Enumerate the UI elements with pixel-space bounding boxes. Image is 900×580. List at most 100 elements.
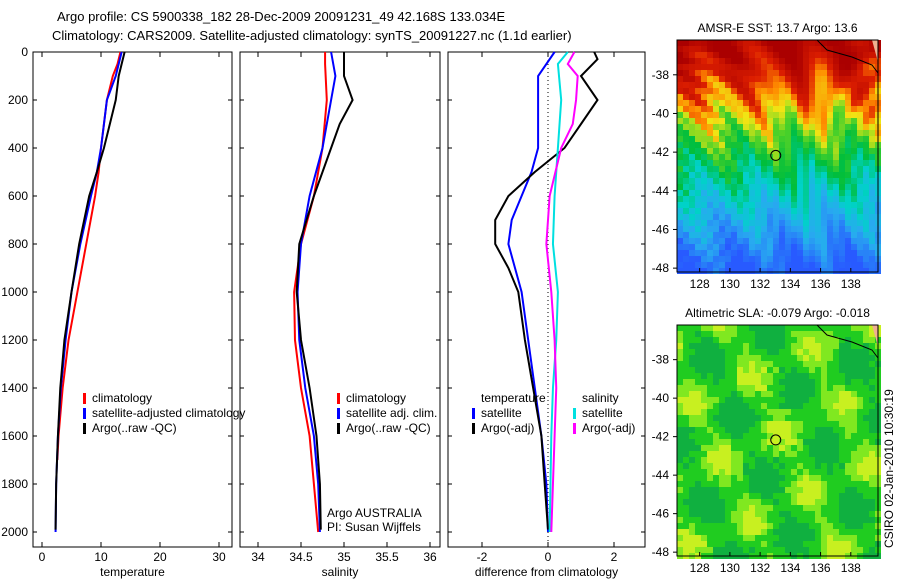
- heatmap-cell: [725, 220, 731, 226]
- heatmap-cell: [743, 190, 749, 196]
- heatmap-cell: [857, 40, 863, 46]
- heatmap-cell: [839, 202, 845, 208]
- heatmap-cell: [761, 76, 767, 82]
- heatmap-cell: [809, 445, 815, 451]
- heatmap-cell: [851, 445, 857, 451]
- heatmap-cell: [827, 172, 833, 178]
- heatmap-cell: [833, 415, 839, 421]
- heatmap-cell: [749, 469, 755, 475]
- heatmap-cell: [797, 232, 803, 238]
- heatmap-cell: [707, 118, 713, 124]
- heatmap-cell: [863, 256, 869, 262]
- heatmap-cell: [701, 439, 707, 445]
- heatmap-cell: [683, 262, 689, 268]
- heatmap-cell: [737, 40, 743, 46]
- heatmap-cell: [767, 463, 773, 469]
- heatmap-cell: [857, 112, 863, 118]
- heatmap-cell: [833, 511, 839, 517]
- heatmap-cell: [815, 487, 821, 493]
- heatmap-cell: [785, 487, 791, 493]
- heatmap-cell: [719, 118, 725, 124]
- heatmap-cell: [839, 427, 845, 433]
- heatmap-cell: [851, 238, 857, 244]
- heatmap-cell: [833, 337, 839, 343]
- heatmap-cell: [791, 118, 797, 124]
- heatmap-cell: [773, 244, 779, 250]
- heatmap-cell: [737, 331, 743, 337]
- heatmap-cell: [803, 373, 809, 379]
- heatmap-cell: [809, 178, 815, 184]
- heatmap-cell: [803, 220, 809, 226]
- heatmap-cell: [755, 481, 761, 487]
- heatmap-cell: [815, 46, 821, 52]
- heatmap-cell: [719, 112, 725, 118]
- heatmap-cell: [725, 421, 731, 427]
- heatmap-cell: [821, 373, 827, 379]
- heatmap-cell: [719, 160, 725, 166]
- heatmap-cell: [689, 160, 695, 166]
- heatmap-cell: [731, 457, 737, 463]
- heatmap-cell: [827, 178, 833, 184]
- heatmap-cell: [701, 196, 707, 202]
- heatmap-cell: [845, 493, 851, 499]
- x-tick-label: 130: [720, 561, 740, 575]
- heatmap-cell: [797, 88, 803, 94]
- heatmap-cell: [743, 88, 749, 94]
- heatmap-cell: [773, 367, 779, 373]
- heatmap-cell: [731, 268, 737, 274]
- heatmap-cell: [719, 511, 725, 517]
- heatmap-cell: [785, 499, 791, 505]
- heatmap-cell: [701, 46, 707, 52]
- heatmap-cell: [725, 547, 731, 553]
- heatmap-cell: [677, 184, 683, 190]
- heatmap-cell: [719, 142, 725, 148]
- heatmap-cell: [755, 256, 761, 262]
- heatmap-cell: [761, 166, 767, 172]
- heatmap-cell: [701, 385, 707, 391]
- heatmap-cell: [785, 541, 791, 547]
- heatmap-cell: [857, 457, 863, 463]
- heatmap-cell: [707, 493, 713, 499]
- heatmap-cell: [713, 166, 719, 172]
- heatmap-cell: [755, 262, 761, 268]
- legend-salinity-swatch: [337, 423, 340, 434]
- heatmap-cell: [779, 178, 785, 184]
- heatmap-cell: [749, 397, 755, 403]
- heatmap-cell: [701, 142, 707, 148]
- heatmap-cell: [863, 493, 869, 499]
- heatmap-cell: [821, 262, 827, 268]
- heatmap-cell: [695, 148, 701, 154]
- heatmap-cell: [851, 88, 857, 94]
- heatmap-cell: [827, 136, 833, 142]
- legend-temperature-swatch: [83, 408, 86, 419]
- heatmap-cell: [869, 64, 875, 70]
- heatmap-cell: [857, 325, 863, 331]
- heatmap-cell: [803, 82, 809, 88]
- heatmap-cell: [701, 190, 707, 196]
- heatmap-cell: [863, 106, 869, 112]
- heatmap-cell: [779, 220, 785, 226]
- heatmap-cell: [677, 427, 683, 433]
- heatmap-cell: [857, 469, 863, 475]
- heatmap-cell: [809, 475, 815, 481]
- heatmap-cell: [719, 409, 725, 415]
- heatmap-cell: [719, 262, 725, 268]
- heatmap-cell: [701, 214, 707, 220]
- heatmap-cell: [839, 451, 845, 457]
- heatmap-cell: [833, 172, 839, 178]
- heatmap-cell: [863, 367, 869, 373]
- heatmap-cell: [791, 499, 797, 505]
- heatmap-cell: [749, 256, 755, 262]
- heatmap-cell: [683, 451, 689, 457]
- heatmap-cell: [797, 184, 803, 190]
- heatmap-cell: [743, 130, 749, 136]
- heatmap-cell: [785, 130, 791, 136]
- heatmap-cell: [797, 220, 803, 226]
- heatmap-cell: [827, 100, 833, 106]
- heatmap-cell: [713, 379, 719, 385]
- heatmap-cell: [869, 202, 875, 208]
- heatmap-cell: [731, 481, 737, 487]
- heatmap-cell: [785, 535, 791, 541]
- heatmap-cell: [779, 385, 785, 391]
